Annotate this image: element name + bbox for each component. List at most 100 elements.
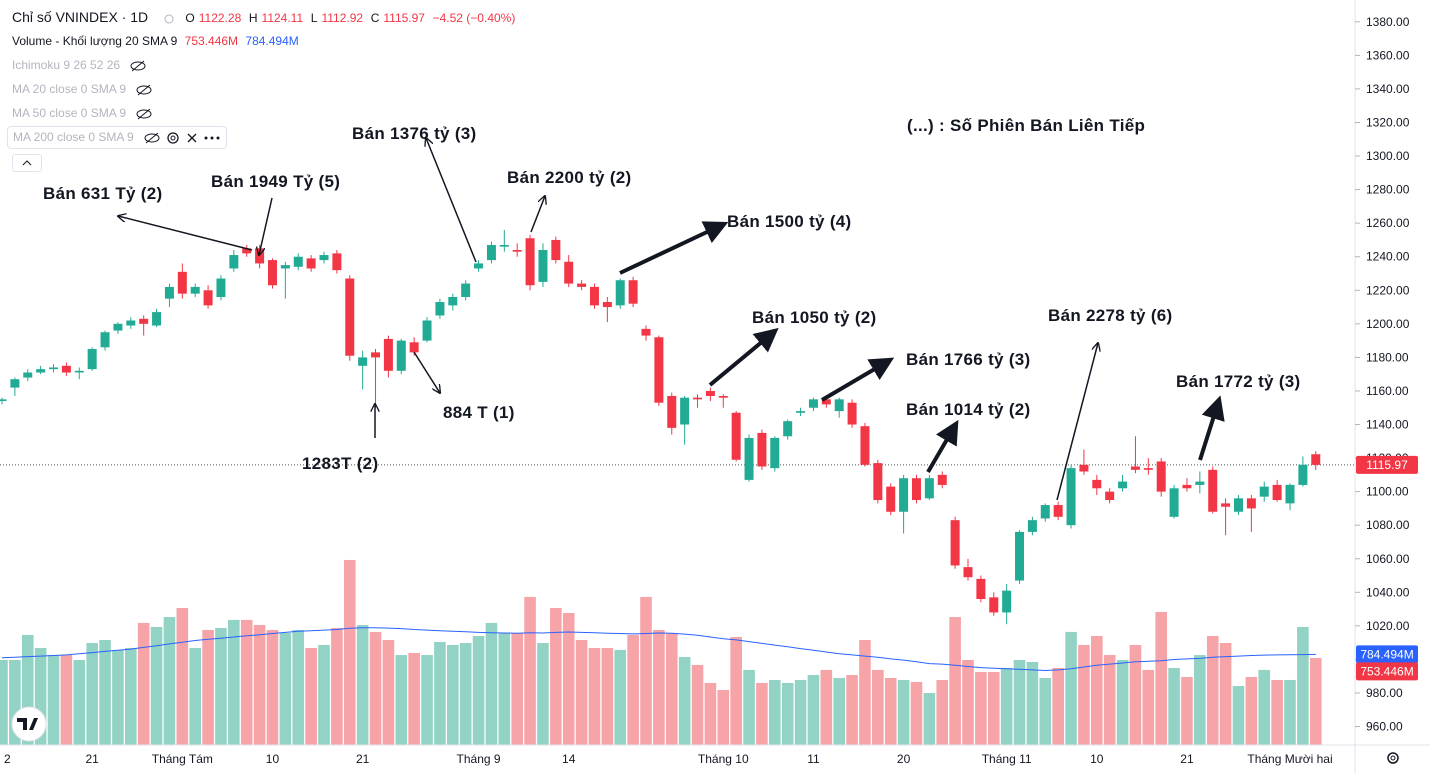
volume-bar [356,624,369,745]
arrow [708,327,779,387]
candle-body [1246,498,1256,509]
arrow [530,196,545,233]
candle-body [602,302,612,308]
y-tick-label: 1160.00 [1366,384,1409,398]
hidden-icon[interactable] [130,60,146,72]
volume-bar [1039,678,1052,745]
arrow [1198,395,1225,461]
volume-bar [1155,611,1167,745]
volume-bar [125,647,137,745]
volume-bar [21,634,34,745]
indicator-row[interactable]: MA 20 close 0 SMA 9 [12,82,152,96]
x-tick-label: 10 [266,752,280,766]
y-tick-label: 1080.00 [1366,518,1410,532]
indicator-row[interactable]: Ichimoku 9 26 52 26 [12,58,146,72]
indicator-label: MA 20 close 0 SMA 9 [12,82,127,96]
volume-bar [240,619,253,745]
volume-bar [987,672,1000,745]
volume-bar [730,637,742,745]
y-tick-label: 960.00 [1366,720,1403,734]
hidden-icon[interactable] [136,108,152,120]
volume-bar [99,640,111,745]
volume-bar [305,647,317,745]
settings-icon[interactable] [1387,752,1399,764]
x-tick-label: Tháng 9 [457,752,501,766]
candle-body [731,412,741,460]
candle-body [10,379,20,388]
indicator-row[interactable]: MA 200 close 0 SMA 9 [7,126,227,149]
volume-bar [653,629,665,745]
volume-bar [588,647,601,745]
candle-body [847,402,857,425]
candle-body [1298,464,1308,485]
volume-ma-label-bg [1356,645,1418,664]
candle-body [396,340,406,371]
candle-body [757,432,767,467]
volume-bar [202,629,214,745]
y-tick-label: 1200.00 [1366,317,1410,331]
volume-bar [1194,655,1206,745]
volume-bar [678,656,691,745]
candle-body [1272,484,1282,501]
settings-icon[interactable] [166,131,180,145]
collapse-button[interactable] [12,154,42,172]
candle-body [486,244,496,261]
candle-body [886,486,896,512]
candle-body [1079,464,1089,472]
candle-body [1130,466,1140,470]
y-tick-label: 1100.00 [1366,485,1409,499]
hidden-icon[interactable] [136,84,152,96]
volume-ma-value: 784.494M [245,34,299,48]
volume-layer [0,559,1322,745]
indicator-row[interactable]: MA 50 close 0 SMA 9 [12,106,152,120]
more-icon[interactable] [204,135,220,141]
change: −4.52 (−0.40%) [432,11,516,25]
candle-body [937,474,947,485]
volume-label-bg [1356,662,1418,681]
candle-body [641,328,651,336]
volume-bar [1065,631,1077,745]
annotation: Bán 2278 tỷ (6) [1048,306,1173,325]
volume-bar [73,659,86,745]
candle-body [1221,503,1231,507]
candle-body [216,278,226,297]
candle-body [821,399,831,405]
candle-body [100,332,110,348]
volume-bar [1103,655,1116,745]
candle-body [911,478,921,501]
candle-body [525,238,535,286]
candle-body [744,437,754,480]
remove-icon[interactable] [186,132,198,144]
candle-body [190,286,200,294]
candle-body [164,286,174,299]
candle-body [1105,491,1115,501]
y-tick-label: 1040.00 [1366,585,1410,599]
volume-bar [112,649,124,745]
volume-bar [1297,626,1309,745]
candle-body [203,290,213,306]
volume-bar [691,664,704,745]
ohlc-letter: L [310,11,318,25]
volume-bar [1000,667,1013,745]
candle-body [693,397,703,400]
candle-body [1092,479,1102,489]
volume-bar [781,682,794,745]
candle-body [770,437,780,469]
hidden-icon[interactable] [144,132,160,144]
volume-bar [485,622,498,745]
candle-body [564,261,574,284]
volume-bar [1052,667,1064,745]
y-tick-label: 1060.00 [1366,552,1410,566]
volume-bar [640,596,652,745]
volume-bar [447,644,459,745]
candle-body [1002,590,1012,613]
volume-bar [60,655,73,745]
candle-body [1195,481,1205,485]
volume-bar [601,647,614,745]
candle-body [796,411,806,413]
volume-bar [1013,659,1026,745]
volume-bar [1168,667,1180,745]
volume-ma-label: 784.494M [1360,647,1413,661]
volume-bar [910,681,923,745]
volume-bar [743,669,755,745]
